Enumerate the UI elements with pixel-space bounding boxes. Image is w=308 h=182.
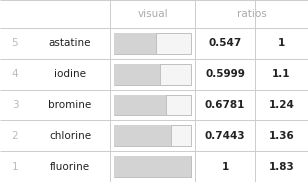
Bar [114,33,191,54]
Bar [114,95,166,115]
Text: 2: 2 [12,131,18,141]
Text: astatine: astatine [49,38,91,48]
Bar [114,156,191,177]
Text: fluorine: fluorine [50,162,90,172]
Text: 0.547: 0.547 [209,38,241,48]
Text: iodine: iodine [54,69,86,79]
Text: ratios: ratios [237,9,266,19]
Text: chlorine: chlorine [49,131,91,141]
Text: 1.83: 1.83 [269,162,294,172]
Text: visual: visual [137,9,168,19]
Text: 4: 4 [12,69,18,79]
Text: 0.6781: 0.6781 [205,100,245,110]
Bar [114,156,191,177]
Bar [114,33,156,54]
Text: 1: 1 [278,38,285,48]
Bar [114,64,191,85]
Bar [114,125,171,146]
Text: 1.36: 1.36 [269,131,294,141]
Bar [114,64,160,85]
Text: 3: 3 [12,100,18,110]
Bar [114,125,191,146]
Text: 0.7443: 0.7443 [205,131,245,141]
Text: bromine: bromine [48,100,91,110]
Text: 5: 5 [12,38,18,48]
Text: 1: 1 [12,162,18,172]
Text: 1: 1 [221,162,229,172]
Text: 1.1: 1.1 [272,69,291,79]
Bar [114,95,191,115]
Text: 1.24: 1.24 [269,100,294,110]
Text: 0.5999: 0.5999 [205,69,245,79]
